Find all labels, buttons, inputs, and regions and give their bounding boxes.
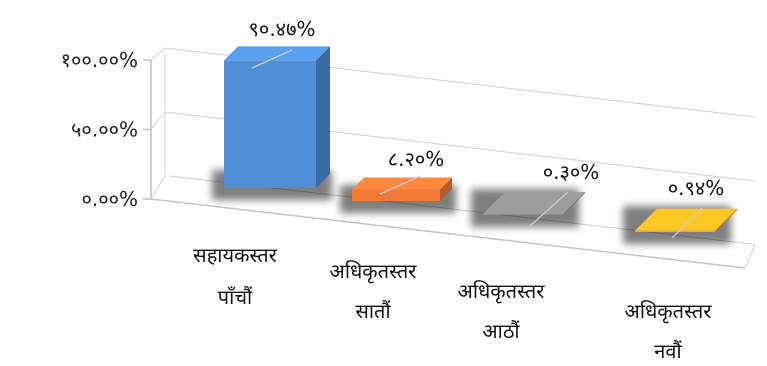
x-tick-label: अधिकृतस्तर: [458, 279, 546, 304]
bar: [635, 230, 715, 232]
bar: [483, 214, 563, 215]
bar: [224, 60, 316, 188]
x-tick-label: अधिकृतस्तर: [330, 259, 418, 284]
gridline-side: [150, 111, 166, 130]
bars: [212, 46, 737, 244]
bar-top: [635, 208, 737, 231]
x-tick-label: सहायकस्तर: [193, 243, 277, 267]
bar-side: [563, 192, 585, 215]
data-label: ९०.४७%: [249, 17, 316, 41]
bar-side: [715, 208, 737, 232]
bar-top: [483, 192, 585, 214]
leader-line: [251, 49, 293, 69]
bar-side: [440, 177, 452, 201]
gridline-side: [150, 47, 166, 61]
x-tick-label: आठौं: [482, 319, 520, 343]
y-tick-label: १००.००%: [61, 48, 138, 72]
data-labels: ९०.४७% ८.२०% ०.३०% ०.९४%: [249, 17, 725, 239]
x-axis-labels: सहायकस्तर पाँचौं अधिकृतस्तर सातौं अधिकृतस्तर…: [193, 243, 712, 363]
bar-side: [316, 46, 330, 188]
y-tick-label: ०.००%: [81, 187, 138, 211]
x-tick-label: अधिकृतस्तर: [625, 299, 713, 324]
y-axis-ticks: ०.००% ५०.००% १००.००%: [61, 48, 138, 211]
leader-line: [379, 175, 421, 195]
data-label: ८.२०%: [388, 147, 445, 171]
leader-line: [529, 191, 569, 227]
floor-front-edge: [150, 198, 746, 269]
y-tick-label: ५०.००%: [71, 118, 138, 142]
x-tick-label: नवौं: [654, 339, 682, 363]
gridline-side: [150, 175, 166, 200]
floor-right-edge: [744, 244, 756, 269]
bar-top: [224, 46, 330, 61]
leader-line: [671, 207, 703, 239]
bar: [352, 189, 440, 201]
x-tick-label: सातौं: [355, 299, 391, 323]
x-tick-label: पाँचौं: [218, 285, 253, 309]
data-label: ०.९४%: [668, 176, 725, 200]
data-label: ०.३०%: [543, 160, 600, 184]
